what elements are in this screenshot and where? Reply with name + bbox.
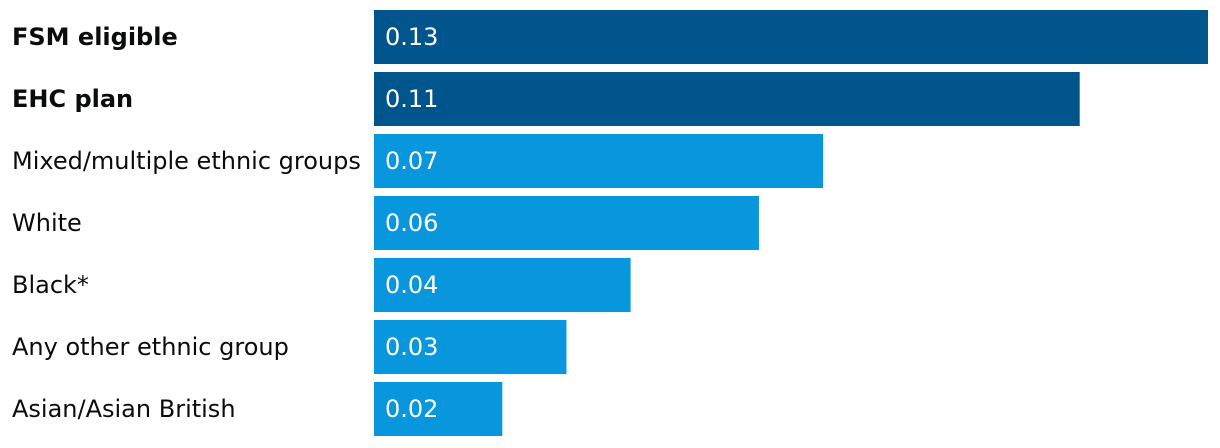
bar-row: EHC plan 0.11: [12, 72, 1080, 126]
value-label: 0.13: [385, 23, 438, 51]
value-label: 0.07: [385, 147, 438, 175]
value-label: 0.02: [385, 395, 438, 423]
category-label: Asian/Asian British: [12, 395, 236, 423]
bar-row: Asian/Asian British 0.02: [12, 382, 503, 436]
category-label: Black*: [12, 271, 89, 299]
bar-row: White 0.06: [12, 196, 759, 250]
category-label: EHC plan: [12, 85, 133, 113]
category-label: White: [12, 209, 82, 237]
bar: [374, 72, 1080, 126]
bar-rows: FSM eligible 0.13 EHC plan 0.11 Mixed/multip…: [12, 10, 1208, 436]
bar: [374, 258, 631, 312]
category-label: Any other ethnic group: [12, 333, 289, 361]
value-label: 0.04: [385, 271, 438, 299]
bar-row: Any other ethnic group 0.03: [12, 320, 567, 374]
bar: [374, 134, 824, 188]
bar-row: Mixed/multiple ethnic groups 0.07: [12, 134, 824, 188]
bar: [374, 382, 503, 436]
bar: [374, 320, 567, 374]
bar: [374, 196, 759, 250]
category-label: FSM eligible: [12, 23, 178, 51]
bar-row: Black* 0.04: [12, 258, 631, 312]
value-label: 0.06: [385, 209, 438, 237]
bar-row: FSM eligible 0.13: [12, 10, 1208, 64]
category-label: Mixed/multiple ethnic groups: [12, 147, 361, 175]
value-label: 0.11: [385, 85, 438, 113]
value-label: 0.03: [385, 333, 438, 361]
bar: [374, 10, 1208, 64]
